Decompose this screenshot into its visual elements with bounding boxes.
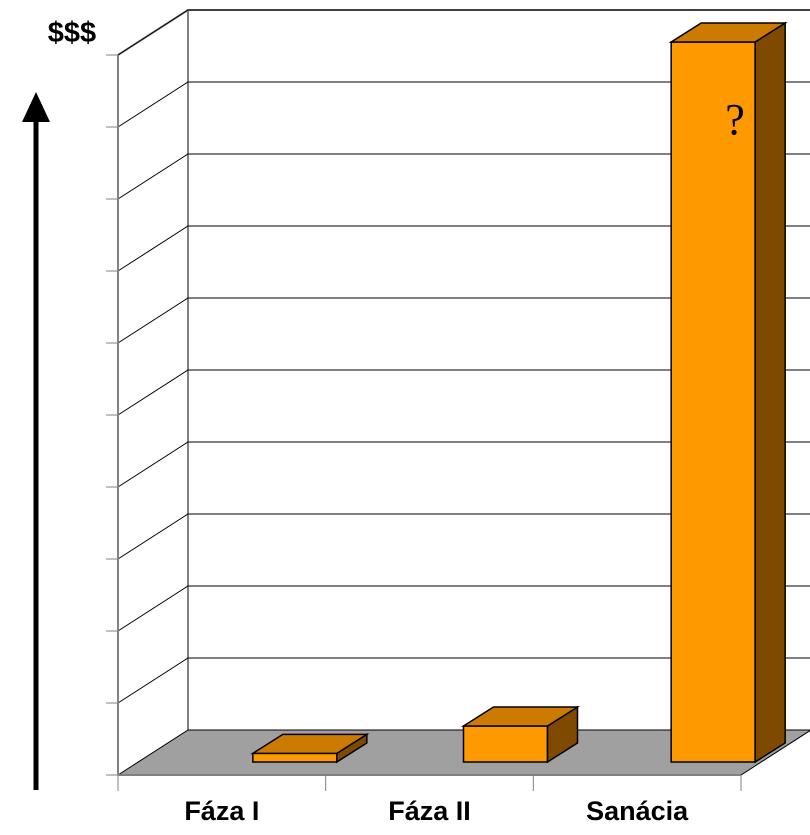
gridline <box>117 513 810 560</box>
bar-top-face <box>460 706 581 727</box>
x-tick-label: Fáza I <box>184 796 259 826</box>
gridline <box>117 441 810 488</box>
gridline <box>117 153 810 200</box>
gridlines <box>117 9 810 704</box>
bar-top-face <box>668 22 788 43</box>
gridline <box>117 369 810 416</box>
bar-front-face <box>670 41 756 763</box>
up-arrow-head <box>22 92 50 122</box>
bar-top-face <box>250 733 370 755</box>
bar-2 <box>460 705 581 764</box>
bar-3 <box>668 21 788 764</box>
gridline <box>117 225 810 272</box>
axes <box>22 54 742 791</box>
x-tick-label: Sanácia <box>586 796 689 826</box>
annotations: ? <box>725 95 745 144</box>
gridline <box>117 585 810 632</box>
gridline <box>117 81 810 128</box>
x-tick-label: Fáza II <box>388 796 471 826</box>
gridline <box>117 9 810 56</box>
bar-front-face <box>462 725 549 763</box>
gridline <box>117 657 810 704</box>
bar-annotation: ? <box>725 95 745 144</box>
bar-front-face <box>252 752 338 763</box>
bar-1 <box>250 732 370 764</box>
y-axis-label: $$$ <box>48 17 96 49</box>
gridline <box>117 297 810 344</box>
x-tick-labels: Fáza I Fáza II Sanácia <box>184 796 689 826</box>
bars <box>250 21 788 764</box>
bar-side-face <box>754 21 786 764</box>
